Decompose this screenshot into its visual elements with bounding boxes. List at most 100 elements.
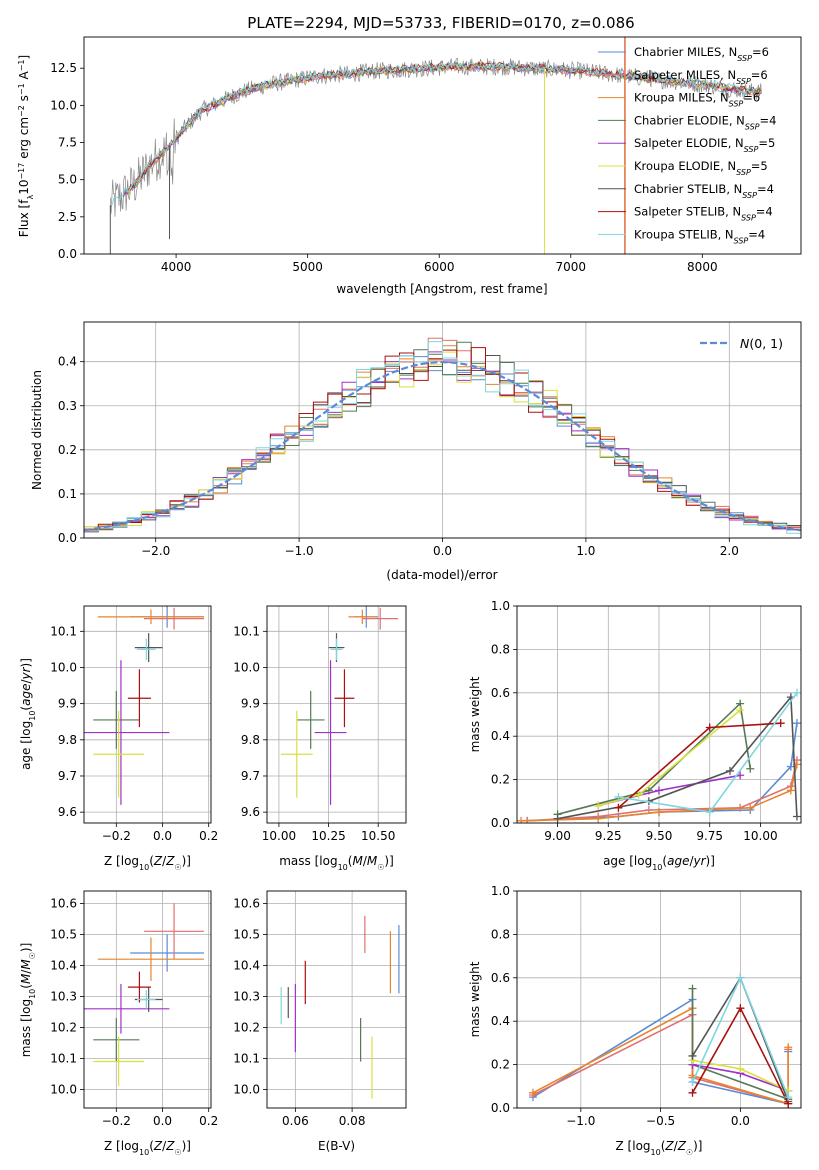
weight-marker <box>746 803 755 812</box>
plot-area-weight_vs_Z <box>528 973 793 1108</box>
label-part: 10 <box>652 863 662 872</box>
label-part: ☉ <box>686 1148 693 1157</box>
weight-marker <box>784 1093 793 1102</box>
y-tick-label: 10.3 <box>50 989 77 1003</box>
label-part: age [log <box>19 721 33 770</box>
data-point <box>137 990 156 1009</box>
weight-marker <box>705 808 714 817</box>
model-spectrum-line <box>123 62 761 197</box>
data-point <box>280 710 313 798</box>
weight-marker <box>614 803 623 812</box>
label-part: erg cm <box>17 117 31 163</box>
y-tick-label: 5.0 <box>58 173 77 187</box>
label-part: )] <box>693 1139 702 1153</box>
legend-label: Chabrier STELIB, NSSP=4 <box>634 182 774 200</box>
label-part: Salpeter ELODIE, N <box>634 136 744 150</box>
data-point <box>93 710 145 798</box>
label-part: Z <box>677 1139 687 1153</box>
label-part: Normed distribution <box>30 370 44 490</box>
x-tick-label: 5000 <box>292 260 323 274</box>
y-tick-label: 9.8 <box>58 733 77 747</box>
y-tick-label: 0.2 <box>491 773 510 787</box>
data-point <box>334 669 355 728</box>
label-part: wavelength [Angstrom, rest frame] <box>336 282 547 296</box>
y-tick-label: 10.1 <box>233 1051 260 1065</box>
plot-area-mass_vs_Z <box>84 903 205 1087</box>
x-axis-label: age [log10(age/yr)] <box>603 854 715 872</box>
label-part: Kroupa STELIB, N <box>634 227 734 241</box>
data-point <box>93 1018 140 1062</box>
x-tick-label: 9.25 <box>595 829 622 843</box>
label-part: λ <box>26 195 35 200</box>
weight-marker <box>688 984 697 993</box>
x-tick-label: 9.50 <box>646 829 673 843</box>
label-part: SSP <box>745 122 760 131</box>
label-part: =5 <box>751 159 768 173</box>
panel-mass_vs_ebv: 0.06 0.08 10.0 10.1 10.2 10.3 10.4 10.5 10.6 E(B-… <box>233 890 407 1153</box>
label-part: (data-model)/error <box>386 568 497 582</box>
weight-marker <box>736 706 745 715</box>
label-part: 10 <box>139 863 149 872</box>
label-part: age [log <box>603 854 652 868</box>
y-tick-label: 10.4 <box>233 958 260 972</box>
label-part: 10 <box>28 711 37 721</box>
x-axis-label: Z [log10(Z/Z☉)] <box>104 854 191 872</box>
axes-frame <box>83 605 212 824</box>
model-spectrum-line <box>123 61 762 195</box>
y-tick-label: 10.4 <box>50 958 77 972</box>
y-tick-label: 9.6 <box>241 805 260 819</box>
label-part: =4 <box>748 227 765 241</box>
label-part: SSP <box>742 190 757 199</box>
weight-line <box>521 764 798 822</box>
data-point <box>127 669 151 728</box>
residuals-legend: N(0, 1) <box>700 336 783 351</box>
x-axis-label: Z [log10(Z/Z☉)] <box>616 1139 703 1157</box>
panel-age_vs_mass: 10.00 10.25 10.50 9.6 9.7 9.8 9.9 10.0 10.1 mass … <box>233 605 407 872</box>
label-part: Z [log <box>104 854 139 868</box>
x-tick-label: 2.0 <box>720 544 739 558</box>
label-part: ☉ <box>174 1148 181 1157</box>
x-tick-label: 0.2 <box>199 829 218 843</box>
weight-marker <box>786 786 795 795</box>
y-tick-label: 9.7 <box>241 769 260 783</box>
y-tick-label: 0.3 <box>58 399 77 413</box>
y-tick-label: 0.8 <box>491 927 510 941</box>
model-spectrum-line <box>110 60 761 206</box>
y-tick-label: 0.0 <box>58 247 77 261</box>
label-part: )] <box>706 854 715 868</box>
plot-area-residuals <box>84 337 801 534</box>
chart-layer: 4000 5000 6000 7000 8000 0.0 2.5 5.0 7.5 10.0 12.5… <box>17 36 802 1157</box>
label-part: / <box>363 854 368 868</box>
data-point <box>144 903 205 960</box>
label-part: Kroupa ELODIE, N <box>634 159 736 173</box>
y-tick-label: 0.0 <box>491 1101 510 1115</box>
weight-marker <box>786 762 795 771</box>
label-part: A <box>17 70 31 83</box>
x-tick-label: 0.08 <box>339 1114 366 1128</box>
data-point <box>97 609 205 625</box>
label-part: M <box>19 973 33 984</box>
label-part: −17 <box>17 163 26 180</box>
label-part: SSP <box>744 145 759 154</box>
label-part: Chabrier ELODIE, N <box>634 113 745 127</box>
y-tick-label: 10.2 <box>233 1020 260 1034</box>
label-part: )] <box>182 854 191 868</box>
data-point <box>134 633 163 663</box>
label-part: ( <box>149 1139 154 1153</box>
y-tick-label: 10.5 <box>50 927 77 941</box>
y-tick-label: 9.9 <box>241 697 260 711</box>
y-axis-label: age [log10(age/yr)] <box>19 658 37 770</box>
label-part: mass [log <box>19 999 33 1057</box>
label-part: SSP <box>729 99 744 108</box>
label-part: yr <box>19 666 33 680</box>
x-tick-label: −1.0 <box>285 544 314 558</box>
label-part: / <box>689 854 694 868</box>
label-part: =4 <box>757 182 774 196</box>
plot-area-age_vs_Z <box>84 606 205 805</box>
label-part: ( <box>348 854 353 868</box>
weight-line <box>557 701 752 816</box>
figure-title: PLATE=2294, MJD=53733, FIBERID=0170, z=0… <box>247 14 634 32</box>
x-tick-label: −0.5 <box>646 1114 675 1128</box>
weight-marker <box>688 1051 697 1060</box>
